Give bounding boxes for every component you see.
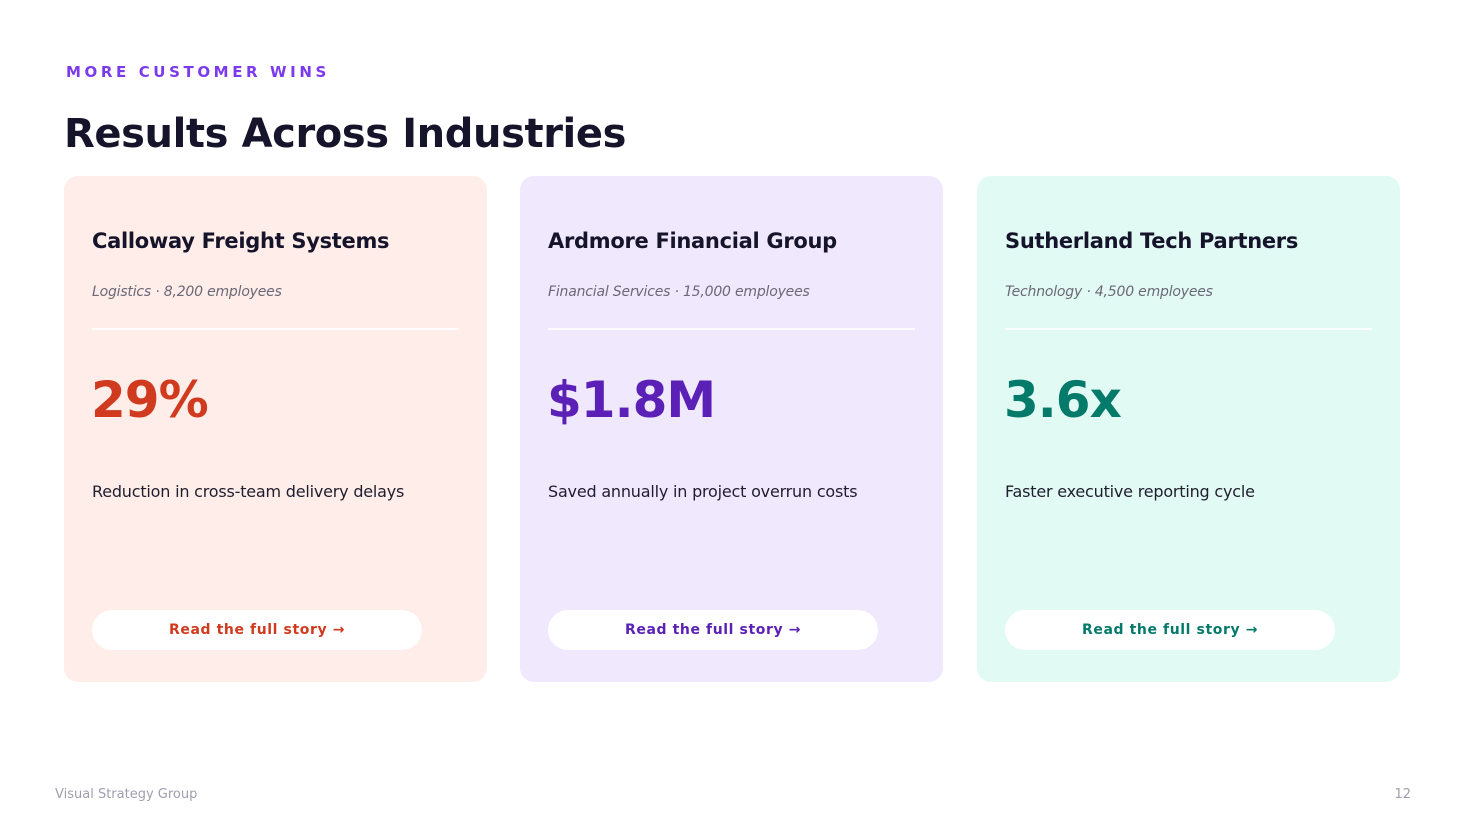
company-meta: Financial Services · 15,000 employees (548, 284, 810, 300)
page-title: Results Across Industries (64, 111, 626, 157)
result-metric: 29% (91, 371, 209, 429)
read-story-button[interactable]: Read the full story → (92, 610, 422, 650)
company-name: Ardmore Financial Group (548, 229, 837, 253)
page-number: 12 (1394, 787, 1411, 802)
result-description: Reduction in cross-team delivery delays (92, 482, 405, 501)
company-name: Sutherland Tech Partners (1005, 229, 1299, 253)
customer-card-calloway: Calloway Freight Systems Logistics · 8,2… (64, 176, 487, 682)
customer-card-ardmore: Ardmore Financial Group Financial Servic… (520, 176, 943, 682)
card-divider (92, 328, 459, 330)
read-story-button[interactable]: Read the full story → (548, 610, 878, 650)
read-story-button[interactable]: Read the full story → (1005, 610, 1335, 650)
customer-card-sutherland: Sutherland Tech Partners Technology · 4,… (977, 176, 1400, 682)
footer-brand: Visual Strategy Group (55, 787, 198, 802)
result-description: Saved annually in project overrun costs (548, 482, 858, 501)
card-divider (548, 328, 915, 330)
result-description: Faster executive reporting cycle (1005, 482, 1255, 501)
company-meta: Technology · 4,500 employees (1005, 284, 1213, 300)
eyebrow-label: MORE CUSTOMER WINS (66, 63, 330, 81)
result-metric: 3.6x (1004, 371, 1122, 429)
card-divider (1005, 328, 1372, 330)
company-name: Calloway Freight Systems (92, 229, 390, 253)
result-metric: $1.8M (547, 371, 716, 429)
company-meta: Logistics · 8,200 employees (92, 284, 282, 300)
